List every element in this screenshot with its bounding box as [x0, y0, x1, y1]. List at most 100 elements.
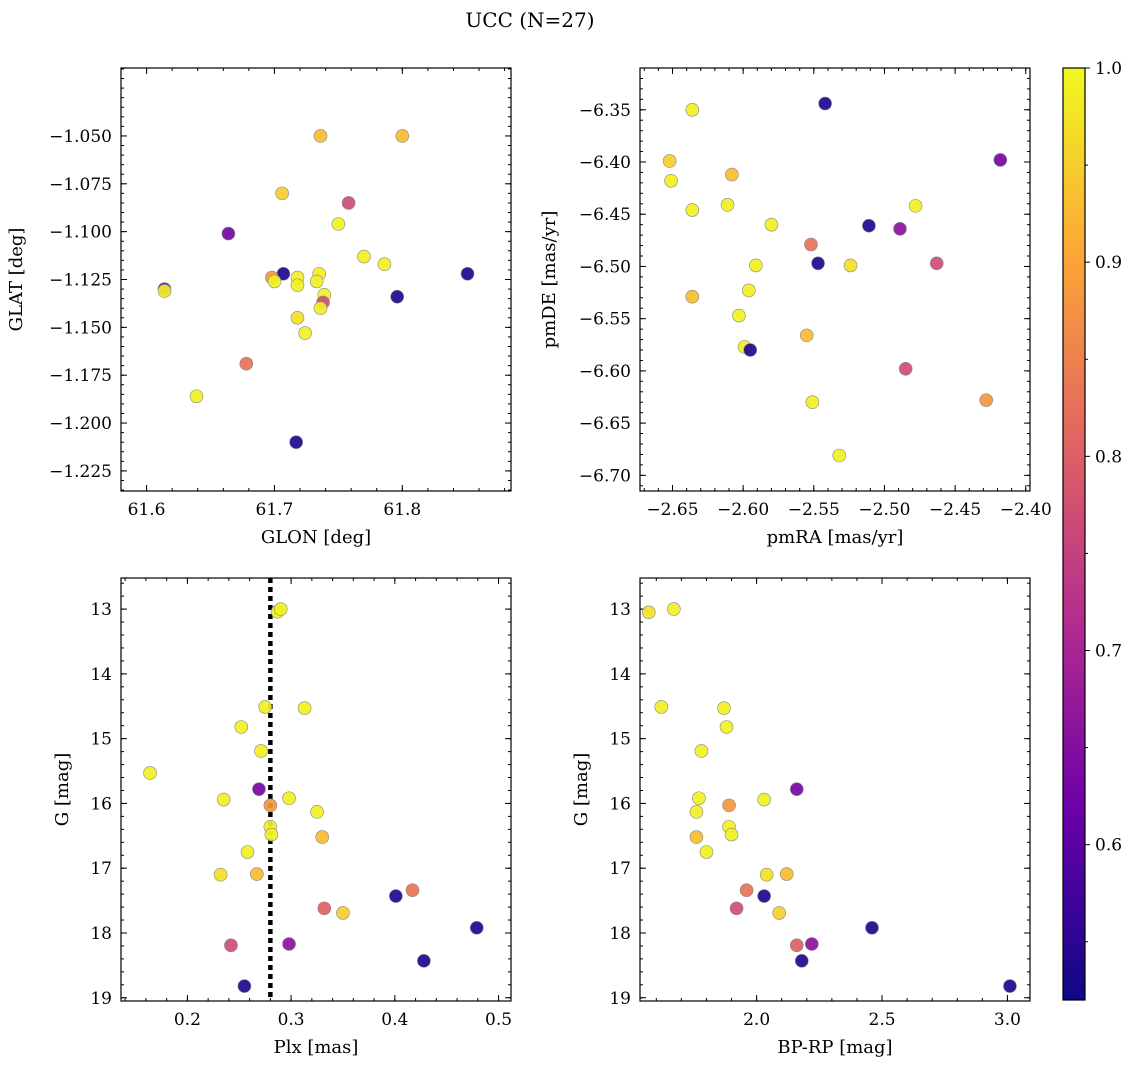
data-point [805, 937, 819, 951]
data-point [719, 720, 734, 734]
data-point [759, 867, 774, 882]
colorbar-tick-label: 0.6 [1095, 836, 1122, 856]
y-tick-label: 18 [609, 924, 631, 944]
data-point [689, 830, 704, 844]
data-point [654, 700, 669, 714]
y-tick-label: −6.70 [579, 466, 631, 486]
data-point [275, 186, 289, 201]
y-axis-label: GLAT [deg] [6, 228, 27, 332]
x-tick-label: −2.50 [858, 500, 910, 520]
data-point [789, 782, 804, 796]
data-point [315, 830, 330, 844]
y-tick-label: −1.100 [49, 223, 112, 243]
data-point [341, 196, 356, 210]
data-point [1003, 979, 1017, 993]
data-point [664, 174, 678, 188]
data-point [297, 701, 312, 716]
y-tick-label: −1.050 [49, 127, 112, 147]
data-point [469, 921, 484, 935]
data-point [224, 938, 238, 953]
plot-frame [639, 577, 1031, 1002]
data-point [742, 283, 756, 298]
y-tick-label: −1.150 [49, 318, 112, 338]
y-tick-label: 15 [609, 730, 631, 750]
figure-title: UCC (N=27) [465, 8, 594, 32]
y-tick-label: 14 [90, 665, 112, 685]
plot-frame [639, 67, 1031, 492]
data-point [929, 256, 944, 271]
data-point [290, 310, 305, 325]
x-axis-label: GLON [deg] [261, 527, 371, 548]
y-tick-label: −1.175 [49, 366, 112, 386]
data-point [717, 701, 731, 716]
panel-bprp-g: 2.0 2.5 3.0 13 14 15 16 17 18 19 BP-RP [mag] G [mag… [571, 577, 1031, 1058]
data-point [898, 361, 913, 376]
x-tick-label: −2.40 [1000, 500, 1052, 520]
y-tick-label: −1.200 [49, 414, 112, 434]
data-point [804, 237, 818, 252]
data-point [254, 744, 268, 758]
data-point [389, 889, 403, 903]
data-point [263, 798, 278, 813]
y-tick-label: −6.55 [579, 310, 631, 330]
x-tick-label: −2.60 [717, 500, 769, 520]
data-point [250, 867, 264, 881]
data-point [689, 805, 704, 819]
y-tick-label: −6.45 [579, 205, 631, 225]
data-point [234, 720, 249, 734]
y-tick-label: 16 [609, 794, 631, 814]
data-point [811, 256, 825, 271]
data-point [764, 217, 779, 232]
y-tick-label: −6.35 [579, 101, 631, 121]
data-point [794, 954, 809, 968]
x-tick-label: 2.0 [743, 1010, 770, 1030]
y-tick-label: −6.60 [579, 362, 631, 382]
data-point [310, 805, 324, 819]
data-point [641, 605, 656, 620]
data-point [213, 867, 228, 882]
panel-plx-g: 0.2 0.3 0.4 0.5 13 14 15 16 17 18 19 Plx [mas] G [ma… [52, 577, 512, 1058]
data-point [221, 226, 236, 241]
data-point [377, 257, 392, 271]
data-point [720, 198, 735, 212]
y-tick-label: −1.125 [49, 271, 112, 291]
x-tick-label: 61.6 [128, 500, 166, 520]
y-tick-label: 15 [90, 730, 112, 750]
data-point [460, 266, 475, 281]
data-point [799, 328, 814, 343]
colorbar-ticks: 0.6 0.7 0.8 0.9 1.0 [1085, 59, 1122, 943]
data-point [739, 883, 754, 898]
data-point [240, 845, 255, 859]
colorbar: 0.6 0.7 0.8 0.9 1.0 [1062, 59, 1122, 1001]
x-tick-label: 0.5 [485, 1010, 512, 1030]
data-point [357, 249, 371, 264]
y-tick-label: 19 [90, 989, 112, 1009]
data-point [685, 102, 700, 117]
y-axis-label: G [mag] [52, 753, 73, 826]
data-point [264, 827, 279, 842]
x-tick-label: 2.5 [869, 1010, 896, 1030]
data-point [805, 395, 820, 410]
data-point [189, 389, 204, 404]
data-point [313, 129, 328, 143]
x-tick-label: 61.7 [256, 500, 294, 520]
data-point [405, 883, 420, 898]
colorbar-tick-label: 1.0 [1095, 59, 1122, 79]
data-point [862, 218, 876, 233]
data-point [143, 766, 157, 780]
data-point [662, 154, 677, 168]
data-point [779, 867, 794, 881]
data-point [772, 906, 786, 920]
data-point [685, 203, 700, 217]
y-tick-label: −6.65 [579, 414, 631, 434]
data-point [908, 199, 923, 213]
data-point [336, 906, 350, 920]
plot-frame [120, 67, 512, 492]
data-point [290, 278, 305, 293]
x-axis-label: pmRA [mas/yr] [767, 527, 904, 548]
x-tick-label: 0.4 [381, 1010, 408, 1030]
data-point [893, 222, 907, 236]
data-point [694, 744, 709, 758]
data-point [157, 284, 172, 298]
data-point [993, 153, 1008, 167]
